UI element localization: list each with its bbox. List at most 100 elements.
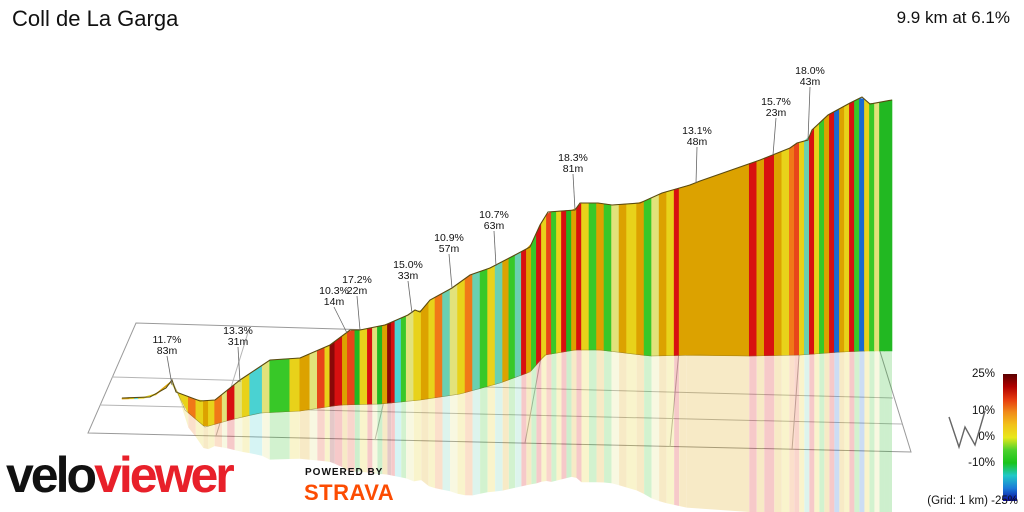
gradient-strip	[526, 243, 532, 374]
gradient-strip	[763, 153, 775, 357]
annotation-gradient: 10.7%	[479, 209, 509, 221]
reflection-strip	[299, 409, 310, 460]
gradient-strip	[686, 163, 750, 357]
gradient-strip	[678, 185, 687, 356]
gradient-annotation: 11.7%83m	[153, 334, 182, 386]
annotation-gradient: 17.2%	[342, 274, 372, 286]
gradient-strip	[354, 329, 361, 405]
gradient-strip	[299, 353, 311, 412]
reflection-strip	[234, 417, 243, 452]
reflection-strip	[874, 351, 880, 512]
gradient-strip	[208, 399, 215, 427]
profile-reflection	[122, 350, 892, 512]
annotation-length: 14m	[324, 296, 345, 308]
reflection-strip	[854, 351, 860, 512]
annotation-gradient: 15.7%	[761, 96, 791, 108]
gradient-strip	[234, 377, 243, 420]
gradient-strip	[834, 108, 840, 353]
reflection-strip	[347, 404, 355, 472]
gradient-strip	[359, 328, 368, 405]
reflection-strip	[317, 407, 325, 462]
annotation-gradient: 10.3%	[319, 285, 349, 297]
reflection-strip	[372, 404, 378, 474]
gradient-strip	[508, 254, 516, 381]
reflection-strip	[457, 392, 466, 496]
gradient-strip	[502, 257, 510, 383]
gradient-strip	[221, 389, 228, 423]
reflection-strip	[576, 350, 582, 483]
legend-tick-10: 10%	[971, 405, 995, 417]
reflection-strip	[819, 353, 825, 512]
reflection-strip	[195, 419, 204, 448]
annotation-gradient: 13.3%	[223, 325, 253, 337]
reflection-strip	[249, 412, 263, 456]
veloviewer-logo[interactable]: veloviewer	[6, 447, 235, 503]
gradient-strip	[269, 358, 291, 413]
gradient-strip	[394, 317, 402, 403]
annotation-gradient: 18.3%	[558, 152, 588, 164]
reflection-strip	[526, 370, 532, 486]
reflection-strip	[262, 412, 270, 460]
reflection-strip	[531, 364, 537, 485]
reflection-strip	[508, 377, 516, 490]
reflection-strip	[472, 388, 481, 496]
reflection-strip	[781, 355, 790, 512]
reflection-strip	[884, 351, 892, 512]
grid-note: (Grid: 1 km) -25%	[927, 495, 1018, 507]
gradient-strip	[879, 101, 885, 352]
gradient-strip	[479, 268, 488, 389]
gradient-strip	[854, 97, 860, 352]
reflection-strip	[636, 354, 645, 495]
gradient-strip	[434, 292, 443, 399]
reflection-strip	[401, 401, 407, 479]
powered-by-label: POWERED BY	[305, 467, 384, 478]
reflection-strip	[188, 412, 196, 438]
reflection-strip	[556, 352, 562, 481]
reflection-strip	[604, 350, 612, 484]
reflection-strip	[502, 379, 509, 491]
reflection-strip	[666, 355, 675, 505]
reflection-strip	[214, 422, 223, 448]
reflection-strip	[571, 350, 577, 478]
gradient-strip	[556, 210, 562, 354]
gradient-strip	[382, 323, 388, 405]
reflection-strip	[289, 411, 300, 460]
gradient-strip	[789, 144, 795, 356]
gradient-strip	[400, 315, 407, 403]
reflection-strip	[541, 354, 547, 482]
reflection-strip	[406, 400, 414, 482]
gradient-strip	[748, 160, 758, 357]
gradient-strip	[546, 211, 552, 356]
gradient-strip	[377, 325, 383, 405]
annotation-length: 31m	[228, 336, 249, 348]
gradient-annotation: 18.0%43m	[795, 65, 825, 141]
reflection-strip	[536, 359, 542, 484]
gradient-strip	[869, 102, 875, 352]
gradient-strip	[849, 100, 855, 352]
gradient-strip	[794, 141, 800, 356]
reflection-strip	[864, 351, 870, 512]
gradient-annotation: 17.2%22m	[342, 274, 372, 331]
reflection-strip	[546, 353, 552, 482]
gradient-strip	[514, 251, 522, 378]
gradient-strip	[372, 326, 378, 405]
gradient-strip	[576, 202, 582, 351]
reflection-strip	[824, 352, 830, 512]
gradient-strip	[844, 102, 850, 353]
gradient-strip	[603, 203, 612, 352]
gradient-annotation: 15.0%33m	[393, 259, 423, 314]
annotation-gradient: 11.7%	[153, 334, 182, 346]
reflection-strip	[465, 390, 473, 496]
reflection-strip	[799, 354, 805, 512]
reflection-strip	[879, 351, 885, 512]
reflection-strip	[387, 402, 392, 476]
reflection-strip	[814, 353, 820, 512]
strava-logo[interactable]: STRAVA	[304, 480, 395, 505]
annotation-gradient: 18.0%	[795, 65, 825, 77]
gradient-strip	[329, 340, 336, 407]
reflection-strip	[394, 401, 402, 478]
reflection-strip	[324, 406, 330, 462]
gradient-strip	[309, 350, 318, 410]
